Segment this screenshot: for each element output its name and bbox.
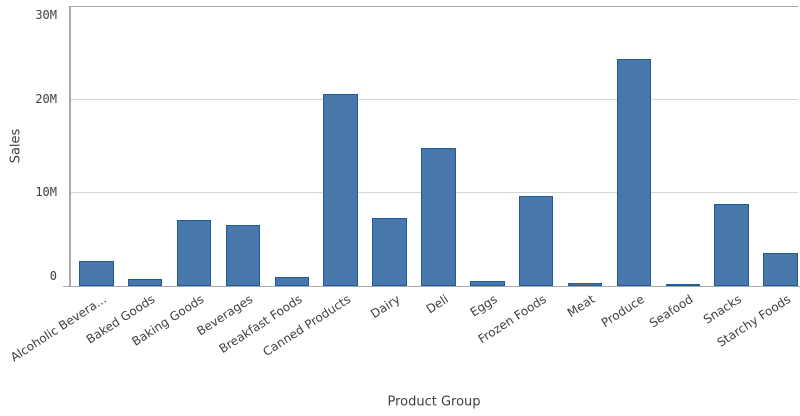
bar-produce[interactable] bbox=[616, 59, 652, 286]
bar-deli[interactable] bbox=[421, 147, 456, 286]
bar-dairy[interactable] bbox=[372, 217, 407, 286]
y-tick-label: 20M bbox=[35, 92, 57, 107]
y-axis-line bbox=[69, 6, 71, 287]
bar-breakfast-foods[interactable] bbox=[274, 277, 310, 286]
plot-area bbox=[70, 6, 798, 286]
bar-eggs[interactable] bbox=[470, 280, 505, 286]
gridline-30M bbox=[70, 6, 798, 7]
gridline-20M bbox=[70, 99, 798, 101]
bar-baked-goods[interactable] bbox=[127, 279, 163, 286]
bar-frozen-foods[interactable] bbox=[518, 196, 554, 286]
x-axis-line bbox=[63, 285, 800, 287]
x-axis-title: Product Group bbox=[387, 394, 481, 410]
y-tick-label: 0 bbox=[49, 269, 57, 283]
bar-beverages[interactable] bbox=[225, 225, 261, 286]
x-tick-label[interactable]: Dairy bbox=[367, 292, 403, 322]
x-tick-label[interactable]: Eggs bbox=[467, 292, 500, 320]
x-tick-label[interactable]: Produce bbox=[598, 292, 647, 331]
bar-starchy-foods[interactable] bbox=[763, 252, 798, 286]
bar-meat[interactable] bbox=[567, 282, 603, 286]
x-tick-label[interactable]: Canned Products bbox=[260, 292, 354, 360]
x-tick-label[interactable]: Meat bbox=[565, 292, 598, 320]
bar-canned-products[interactable] bbox=[323, 93, 358, 286]
y-tick-label: 10M bbox=[35, 185, 57, 200]
bar-seafood[interactable] bbox=[665, 283, 701, 286]
y-axis-title: Sales bbox=[8, 128, 24, 164]
bar-alcoholic-bevera[interactable] bbox=[79, 260, 114, 286]
bar-baking-goods[interactable] bbox=[176, 220, 212, 286]
y-tick-label: 30M bbox=[35, 8, 57, 23]
x-tick-label[interactable]: Seafood bbox=[646, 292, 696, 331]
x-tick-label[interactable]: Deli bbox=[423, 292, 452, 317]
bar-snacks[interactable] bbox=[714, 203, 749, 286]
